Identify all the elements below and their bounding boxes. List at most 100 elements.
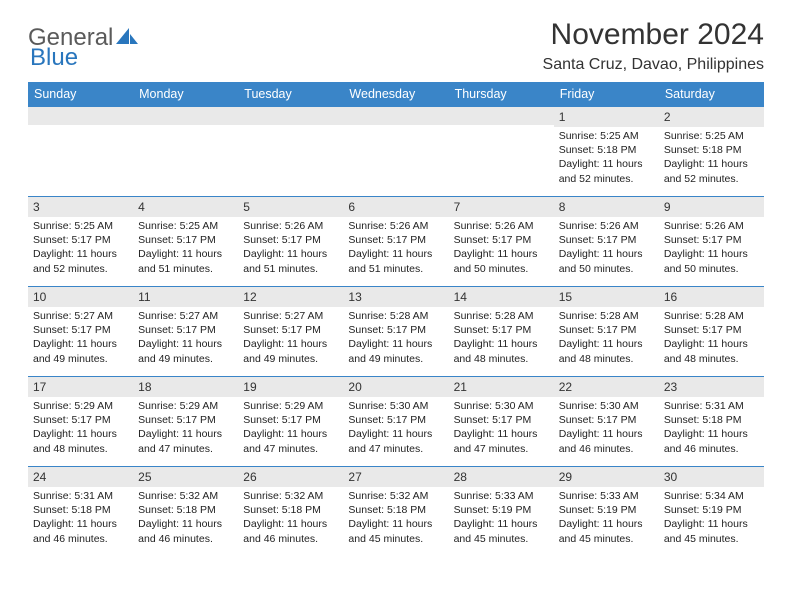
sunset-text: Sunset: 5:17 PM xyxy=(454,413,549,427)
daylight-text: Daylight: 11 hours and 47 minutes. xyxy=(243,427,338,455)
sunrise-text: Sunrise: 5:34 AM xyxy=(664,489,759,503)
daylight-text: Daylight: 11 hours and 46 minutes. xyxy=(33,517,128,545)
calendar-cell: 1Sunrise: 5:25 AMSunset: 5:18 PMDaylight… xyxy=(554,107,659,197)
day-body: Sunrise: 5:25 AMSunset: 5:17 PMDaylight:… xyxy=(133,217,238,280)
day-body: Sunrise: 5:27 AMSunset: 5:17 PMDaylight:… xyxy=(133,307,238,370)
sunset-text: Sunset: 5:17 PM xyxy=(33,233,128,247)
day-body: Sunrise: 5:34 AMSunset: 5:19 PMDaylight:… xyxy=(659,487,764,550)
day-number: 18 xyxy=(133,377,238,397)
sail-icon xyxy=(116,26,138,51)
daylight-text: Daylight: 11 hours and 49 minutes. xyxy=(33,337,128,365)
sunrise-text: Sunrise: 5:30 AM xyxy=(559,399,654,413)
sunrise-text: Sunrise: 5:29 AM xyxy=(243,399,338,413)
day-body: Sunrise: 5:32 AMSunset: 5:18 PMDaylight:… xyxy=(238,487,343,550)
sunrise-text: Sunrise: 5:27 AM xyxy=(243,309,338,323)
sunset-text: Sunset: 5:19 PM xyxy=(454,503,549,517)
day-header: Tuesday xyxy=(238,82,343,107)
daylight-text: Daylight: 11 hours and 48 minutes. xyxy=(33,427,128,455)
day-body: Sunrise: 5:29 AMSunset: 5:17 PMDaylight:… xyxy=(238,397,343,460)
calendar-cell: 15Sunrise: 5:28 AMSunset: 5:17 PMDayligh… xyxy=(554,287,659,377)
calendar-cell xyxy=(343,107,448,197)
day-number: 25 xyxy=(133,467,238,487)
day-body: Sunrise: 5:28 AMSunset: 5:17 PMDaylight:… xyxy=(449,307,554,370)
sunrise-text: Sunrise: 5:25 AM xyxy=(559,129,654,143)
calendar-cell: 7Sunrise: 5:26 AMSunset: 5:17 PMDaylight… xyxy=(449,197,554,287)
day-body: Sunrise: 5:26 AMSunset: 5:17 PMDaylight:… xyxy=(238,217,343,280)
day-body: Sunrise: 5:25 AMSunset: 5:18 PMDaylight:… xyxy=(554,127,659,190)
sunrise-text: Sunrise: 5:29 AM xyxy=(138,399,233,413)
day-number: 15 xyxy=(554,287,659,307)
day-body: Sunrise: 5:28 AMSunset: 5:17 PMDaylight:… xyxy=(554,307,659,370)
day-header: Monday xyxy=(133,82,238,107)
calendar-cell: 3Sunrise: 5:25 AMSunset: 5:17 PMDaylight… xyxy=(28,197,133,287)
calendar-cell: 9Sunrise: 5:26 AMSunset: 5:17 PMDaylight… xyxy=(659,197,764,287)
daylight-text: Daylight: 11 hours and 47 minutes. xyxy=(348,427,443,455)
calendar-cell xyxy=(28,107,133,197)
day-body: Sunrise: 5:33 AMSunset: 5:19 PMDaylight:… xyxy=(449,487,554,550)
day-number xyxy=(133,107,238,125)
day-number xyxy=(28,107,133,125)
day-number xyxy=(449,107,554,125)
sunrise-text: Sunrise: 5:28 AM xyxy=(664,309,759,323)
day-number: 23 xyxy=(659,377,764,397)
calendar-row: 17Sunrise: 5:29 AMSunset: 5:17 PMDayligh… xyxy=(28,377,764,467)
calendar-cell: 27Sunrise: 5:32 AMSunset: 5:18 PMDayligh… xyxy=(343,467,448,557)
day-number: 2 xyxy=(659,107,764,127)
sunset-text: Sunset: 5:17 PM xyxy=(138,413,233,427)
day-body: Sunrise: 5:29 AMSunset: 5:17 PMDaylight:… xyxy=(28,397,133,460)
calendar-cell: 14Sunrise: 5:28 AMSunset: 5:17 PMDayligh… xyxy=(449,287,554,377)
daylight-text: Daylight: 11 hours and 45 minutes. xyxy=(664,517,759,545)
day-number: 11 xyxy=(133,287,238,307)
location-text: Santa Cruz, Davao, Philippines xyxy=(543,56,764,74)
day-body: Sunrise: 5:27 AMSunset: 5:17 PMDaylight:… xyxy=(238,307,343,370)
sunset-text: Sunset: 5:17 PM xyxy=(454,233,549,247)
daylight-text: Daylight: 11 hours and 45 minutes. xyxy=(559,517,654,545)
daylight-text: Daylight: 11 hours and 52 minutes. xyxy=(33,247,128,275)
day-number: 1 xyxy=(554,107,659,127)
calendar-cell xyxy=(238,107,343,197)
day-number: 9 xyxy=(659,197,764,217)
calendar-cell: 16Sunrise: 5:28 AMSunset: 5:17 PMDayligh… xyxy=(659,287,764,377)
day-header: Wednesday xyxy=(343,82,448,107)
day-number: 10 xyxy=(28,287,133,307)
calendar-cell: 30Sunrise: 5:34 AMSunset: 5:19 PMDayligh… xyxy=(659,467,764,557)
daylight-text: Daylight: 11 hours and 49 minutes. xyxy=(138,337,233,365)
day-body: Sunrise: 5:26 AMSunset: 5:17 PMDaylight:… xyxy=(449,217,554,280)
sunrise-text: Sunrise: 5:32 AM xyxy=(243,489,338,503)
calendar-row: 1Sunrise: 5:25 AMSunset: 5:18 PMDaylight… xyxy=(28,107,764,197)
day-number: 17 xyxy=(28,377,133,397)
sunset-text: Sunset: 5:18 PM xyxy=(664,413,759,427)
day-body: Sunrise: 5:30 AMSunset: 5:17 PMDaylight:… xyxy=(343,397,448,460)
daylight-text: Daylight: 11 hours and 46 minutes. xyxy=(138,517,233,545)
calendar-cell: 28Sunrise: 5:33 AMSunset: 5:19 PMDayligh… xyxy=(449,467,554,557)
sunrise-text: Sunrise: 5:26 AM xyxy=(664,219,759,233)
sunrise-text: Sunrise: 5:28 AM xyxy=(559,309,654,323)
day-number: 27 xyxy=(343,467,448,487)
day-body: Sunrise: 5:28 AMSunset: 5:17 PMDaylight:… xyxy=(659,307,764,370)
sunset-text: Sunset: 5:18 PM xyxy=(664,143,759,157)
calendar-cell: 11Sunrise: 5:27 AMSunset: 5:17 PMDayligh… xyxy=(133,287,238,377)
day-body: Sunrise: 5:32 AMSunset: 5:18 PMDaylight:… xyxy=(133,487,238,550)
calendar-cell: 17Sunrise: 5:29 AMSunset: 5:17 PMDayligh… xyxy=(28,377,133,467)
daylight-text: Daylight: 11 hours and 46 minutes. xyxy=(664,427,759,455)
sunrise-text: Sunrise: 5:27 AM xyxy=(138,309,233,323)
daylight-text: Daylight: 11 hours and 49 minutes. xyxy=(243,337,338,365)
calendar-cell: 19Sunrise: 5:29 AMSunset: 5:17 PMDayligh… xyxy=(238,377,343,467)
day-number: 21 xyxy=(449,377,554,397)
sunset-text: Sunset: 5:17 PM xyxy=(664,323,759,337)
sunrise-text: Sunrise: 5:27 AM xyxy=(33,309,128,323)
calendar-cell: 12Sunrise: 5:27 AMSunset: 5:17 PMDayligh… xyxy=(238,287,343,377)
calendar-cell: 21Sunrise: 5:30 AMSunset: 5:17 PMDayligh… xyxy=(449,377,554,467)
sunrise-text: Sunrise: 5:31 AM xyxy=(33,489,128,503)
sunset-text: Sunset: 5:17 PM xyxy=(138,323,233,337)
day-number: 14 xyxy=(449,287,554,307)
calendar-cell: 20Sunrise: 5:30 AMSunset: 5:17 PMDayligh… xyxy=(343,377,448,467)
sunrise-text: Sunrise: 5:25 AM xyxy=(33,219,128,233)
sunset-text: Sunset: 5:18 PM xyxy=(243,503,338,517)
day-number: 5 xyxy=(238,197,343,217)
daylight-text: Daylight: 11 hours and 49 minutes. xyxy=(348,337,443,365)
sunset-text: Sunset: 5:17 PM xyxy=(348,323,443,337)
day-header: Friday xyxy=(554,82,659,107)
day-number: 19 xyxy=(238,377,343,397)
day-body: Sunrise: 5:31 AMSunset: 5:18 PMDaylight:… xyxy=(659,397,764,460)
